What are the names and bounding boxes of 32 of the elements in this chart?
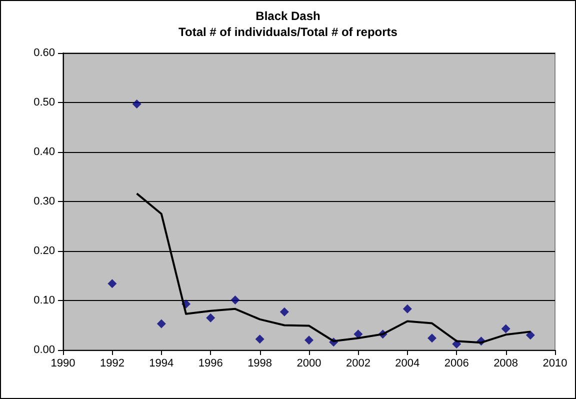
chart-title: Black Dash [256, 9, 320, 23]
x-tick-label: 2006 [444, 358, 469, 370]
point [402, 304, 412, 314]
point [526, 330, 535, 340]
point [280, 307, 289, 316]
x-tick-label: 2008 [494, 358, 518, 370]
x-tick-label: 2002 [346, 358, 370, 370]
point [255, 334, 264, 344]
x-tick-label: 1996 [198, 358, 223, 370]
point [156, 319, 166, 328]
x-tick-label: 1990 [50, 358, 76, 370]
chart-subtitle: Total # of individuals/Total # of reports [178, 25, 398, 39]
y-tick-label: 0.20 [34, 245, 55, 257]
y-tick-label: 0.00 [34, 344, 55, 356]
x-tick-label: 2010 [542, 358, 568, 370]
point [230, 296, 240, 305]
y-tick-label: 0.60 [34, 47, 55, 59]
point [108, 279, 117, 288]
x-tick-label: 2004 [395, 358, 420, 370]
point [132, 99, 142, 108]
point [304, 336, 314, 345]
point [501, 324, 510, 334]
y-tick-label: 0.10 [34, 294, 55, 306]
x-tick-label: 1998 [248, 358, 272, 370]
x-tick-label: 1994 [149, 358, 174, 370]
y-tick-label: 0.30 [34, 196, 55, 208]
x-tick-label: 1992 [100, 358, 124, 370]
point [206, 313, 216, 322]
point [428, 334, 436, 343]
y-tick-label: 0.50 [34, 96, 55, 108]
y-tick-label: 0.40 [34, 146, 55, 158]
x-tick-label: 2000 [296, 358, 322, 370]
